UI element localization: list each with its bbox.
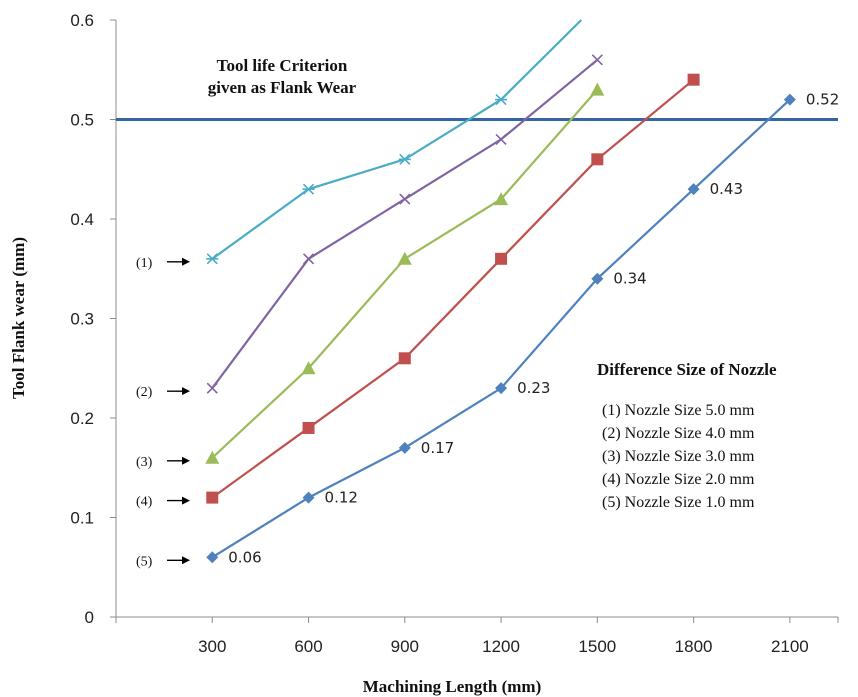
series-marker-labels: (1) (2) (3) (4) (5): [136, 256, 190, 569]
series-line: [211, 78, 695, 499]
series-marker-label: (2): [136, 385, 153, 400]
y-tick-label: 0.3: [70, 310, 94, 329]
legend-item-1: (1) Nozzle Size 5.0 mm: [602, 402, 755, 419]
data-label: 0.17: [421, 439, 454, 457]
legend-item-3: (3) Nozzle Size 3.0 mm: [602, 448, 755, 465]
arrow-head-icon: [182, 387, 190, 396]
criterion-label-line-1: Tool life Criterion: [217, 56, 348, 75]
criterion-label-line-2: given as Flank Wear: [208, 78, 357, 97]
y-axis-title: Tool Flank wear (mm): [9, 237, 28, 399]
legend: Difference Size of Nozzle (1) Nozzle Siz…: [597, 360, 777, 511]
legend-title: Difference Size of Nozzle: [597, 360, 777, 379]
data-point: [302, 421, 315, 434]
data-point: [398, 352, 411, 365]
series-s1: [206, 19, 583, 265]
series-s5: 0.06 0.12 0.17 0.23 0.34 0.43 0.52: [206, 91, 839, 566]
data-point: [301, 361, 316, 375]
series-layer: 0.06 0.12 0.17 0.23 0.34 0.43 0.52: [205, 19, 839, 566]
data-point: [206, 382, 218, 394]
y-tick-label: 0.1: [70, 509, 94, 528]
data-point: [302, 253, 315, 265]
arrow-head-icon: [182, 456, 190, 465]
series-s2: [206, 54, 603, 394]
x-tick-label: 300: [198, 637, 226, 656]
legend-item-2: (2) Nozzle Size 4.0 mm: [602, 425, 755, 442]
data-point: [687, 73, 700, 86]
data-point: [495, 94, 508, 106]
series-marker-label: (5): [136, 554, 153, 569]
x-tick-label: 900: [391, 637, 419, 656]
data-point: [591, 153, 604, 166]
series-s3: [205, 82, 605, 464]
data-point: [302, 491, 315, 504]
x-tick-label: 1800: [675, 637, 713, 656]
data-point: [302, 183, 315, 195]
arrow-head-icon: [182, 257, 190, 266]
data-point: [687, 183, 700, 196]
series-line: [211, 88, 599, 459]
data-point: [399, 193, 411, 205]
data-point: [205, 450, 220, 464]
data-label: 0.34: [613, 270, 646, 288]
series-line: [211, 58, 599, 389]
data-point: [206, 551, 219, 564]
data-point: [591, 54, 603, 66]
arrow-head-icon: [182, 556, 190, 565]
data-point: [398, 153, 411, 165]
data-point: [591, 272, 604, 285]
data-point: [494, 192, 509, 206]
data-label: 0.43: [710, 180, 743, 198]
y-tick-label: 0.5: [70, 111, 94, 130]
x-tick-label: 600: [294, 637, 322, 656]
data-label: 0.52: [806, 91, 839, 109]
x-tick-label: 2100: [771, 637, 809, 656]
x-axis-title: Machining Length (mm): [363, 677, 542, 696]
legend-item-5: (5) Nozzle Size 1.0 mm: [602, 494, 755, 511]
data-label: 0.12: [325, 489, 358, 507]
arrow-head-icon: [182, 496, 190, 505]
y-tick-label: 0.2: [70, 409, 94, 428]
series-line: [211, 98, 791, 559]
x-tick-label: 1500: [578, 637, 616, 656]
axes: 0 0.1 0.2 0.3 0.4 0.5 0.6 300 600 900 1200 1500 1800…: [70, 11, 839, 656]
y-tick-label: 0.4: [70, 210, 94, 229]
data-point: [397, 251, 412, 265]
data-label: 0.23: [517, 379, 550, 397]
legend-item-4: (4) Nozzle Size 2.0 mm: [602, 471, 755, 488]
x-tick-label: 1200: [482, 637, 520, 656]
data-point: [206, 253, 219, 265]
data-point: [495, 252, 508, 265]
y-tick-label: 0.6: [70, 11, 94, 30]
data-point: [495, 133, 507, 145]
y-tick-label: 0: [85, 608, 94, 627]
series-s4: [206, 73, 700, 504]
data-point: [590, 82, 605, 96]
data-label: 0.06: [228, 548, 261, 566]
series-marker-label: (3): [136, 455, 153, 470]
series-marker-label: (1): [136, 256, 153, 271]
data-point: [783, 93, 796, 106]
series-marker-label: (4): [136, 495, 153, 510]
data-point: [495, 382, 508, 395]
criterion: Tool life Criterion given as Flank Wear: [116, 56, 838, 121]
data-point: [206, 491, 219, 504]
data-point: [398, 441, 411, 454]
